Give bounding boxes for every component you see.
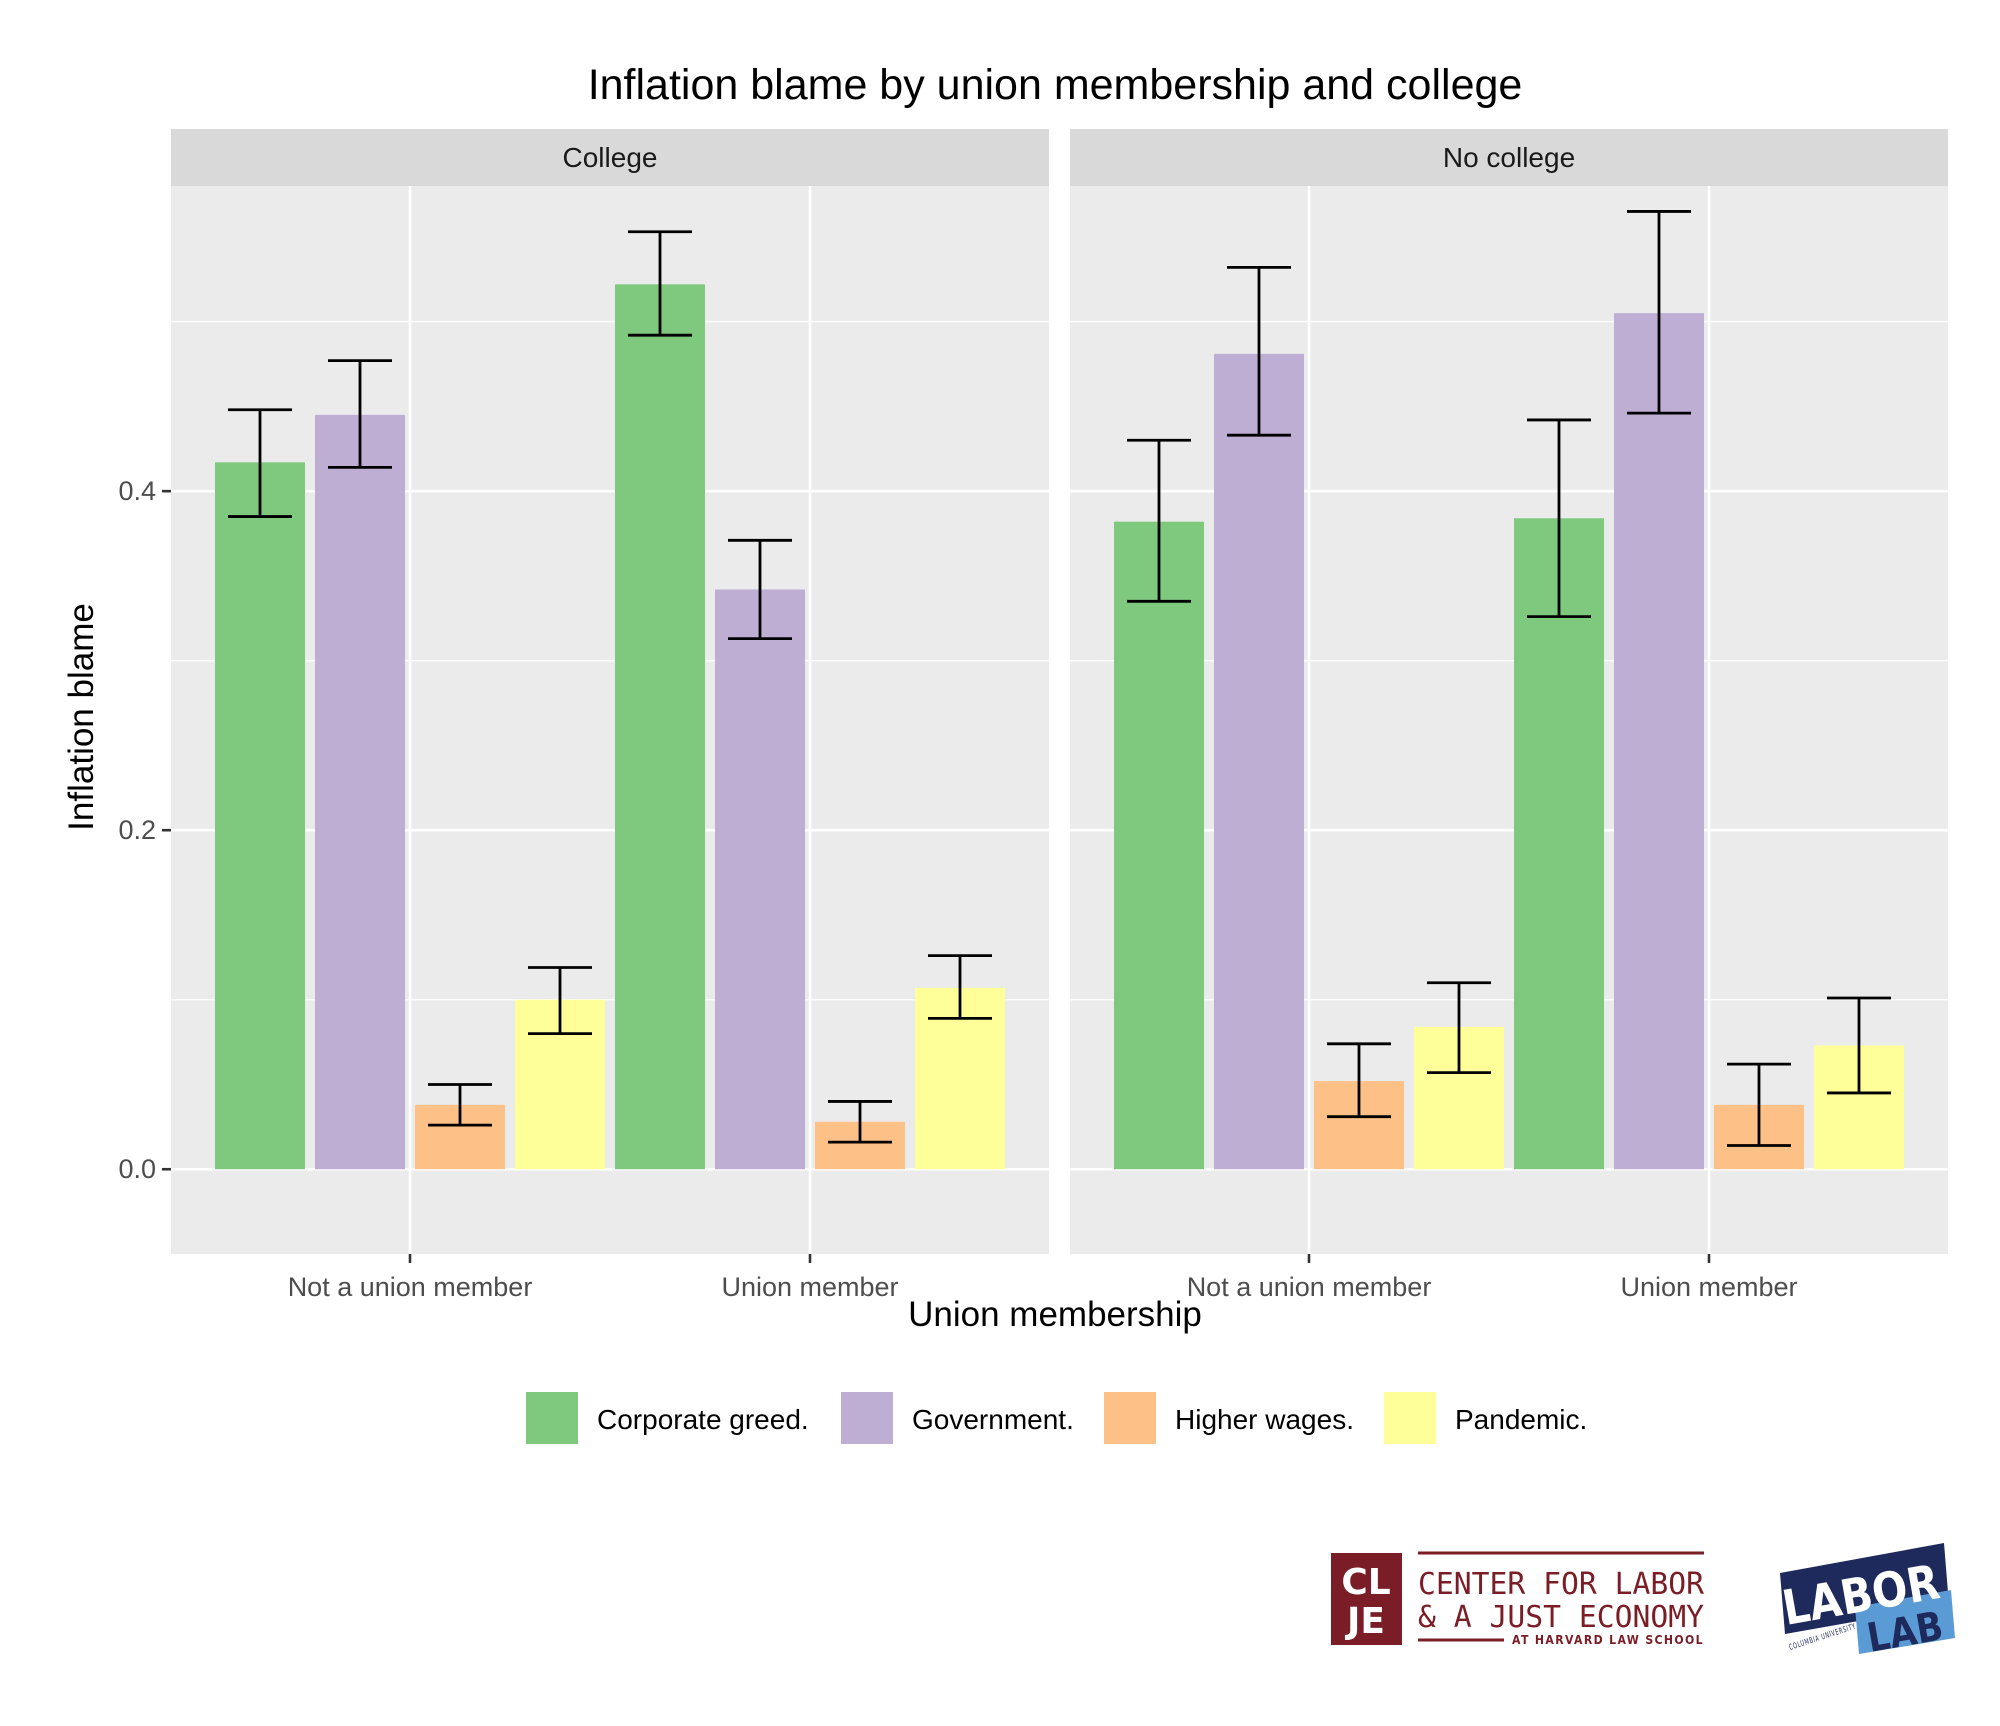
x-tick-label: Not a union member <box>1187 1272 1432 1302</box>
y-tick-label: 0.0 <box>118 1154 156 1184</box>
legend-label: Pandemic. <box>1455 1404 1587 1435</box>
legend-key <box>524 1390 580 1446</box>
clje-logo-line2: & A JUST ECONOMY <box>1418 1600 1704 1635</box>
x-tick-label: Union member <box>721 1272 898 1302</box>
legend: Corporate greed. Government. Higher wages.… <box>524 1390 1587 1446</box>
bar-government <box>715 589 805 1170</box>
panel-college: College Not a union member Union member <box>171 129 1049 1302</box>
error-bar <box>228 408 292 518</box>
clje-logo-letters-top: CL <box>1341 1562 1390 1603</box>
bar-corporate-greed <box>1114 521 1204 1170</box>
bar-government <box>1214 353 1304 1170</box>
y-tick-label: 0.4 <box>118 476 156 506</box>
error-bar <box>1827 996 1891 1095</box>
error-bar <box>928 954 992 1020</box>
legend-item: Higher wages. <box>1102 1390 1354 1446</box>
legend-key <box>1382 1390 1438 1446</box>
facet-strip <box>171 129 1049 186</box>
clje-logo-box <box>1331 1553 1402 1645</box>
error-bar <box>528 966 592 1036</box>
facet-strip-label: No college <box>1443 142 1575 173</box>
labor-lab-tag <box>1855 1590 1955 1654</box>
bar-government <box>315 414 405 1170</box>
error-bar <box>1327 1042 1391 1119</box>
clje-logo-line1: CENTER FOR LABOR <box>1418 1567 1705 1602</box>
error-bar <box>728 538 792 641</box>
legend-key <box>1102 1390 1158 1446</box>
legend-label: Government. <box>912 1404 1074 1435</box>
x-axis-title: Union membership <box>908 1295 1202 1334</box>
bar-corporate-greed <box>215 462 305 1170</box>
chart-title: Inflation blame by union membership and … <box>588 61 1523 109</box>
facet-strip <box>1070 129 1948 186</box>
panel-no-college: No college Not a union member Union member <box>1070 129 1948 1302</box>
bar-corporate-greed <box>1514 518 1604 1170</box>
legend-item: Pandemic. <box>1382 1390 1587 1446</box>
error-bar <box>828 1100 892 1144</box>
bar-corporate-greed <box>615 284 705 1170</box>
error-bar <box>328 359 392 469</box>
x-tick-label: Union member <box>1620 1272 1797 1302</box>
legend-label: Corporate greed. <box>597 1404 809 1435</box>
y-axis: 0.0 0.2 0.4 <box>118 476 171 1184</box>
y-axis-title: Inflation blame <box>62 603 101 831</box>
bar-government <box>1614 313 1704 1170</box>
error-bar <box>1727 1062 1791 1147</box>
error-bar <box>428 1083 492 1127</box>
error-bar <box>628 230 692 337</box>
error-bar <box>1627 210 1691 415</box>
error-bar <box>1127 438 1191 603</box>
error-bar <box>1527 418 1591 618</box>
legend-item: Corporate greed. <box>524 1390 809 1446</box>
clje-logo: CL JE CENTER FOR LABOR & A JUST ECONOMY … <box>1331 1551 1705 1647</box>
clje-logo-line3: AT HARVARD LAW SCHOOL <box>1512 1633 1704 1647</box>
legend-key <box>839 1390 895 1446</box>
error-bar <box>1427 981 1491 1075</box>
y-tick-label: 0.2 <box>118 815 156 845</box>
legend-label: Higher wages. <box>1175 1404 1354 1435</box>
error-bar <box>1227 265 1291 437</box>
legend-item: Government. <box>839 1390 1074 1446</box>
facet-strip-label: College <box>563 142 658 173</box>
clje-logo-letters-bottom: JE <box>1344 1601 1385 1642</box>
labor-lab-logo: LABOR LAB COLUMBIA UNIVERSITY <box>1778 1543 1955 1662</box>
x-tick-label: Not a union member <box>288 1272 533 1302</box>
